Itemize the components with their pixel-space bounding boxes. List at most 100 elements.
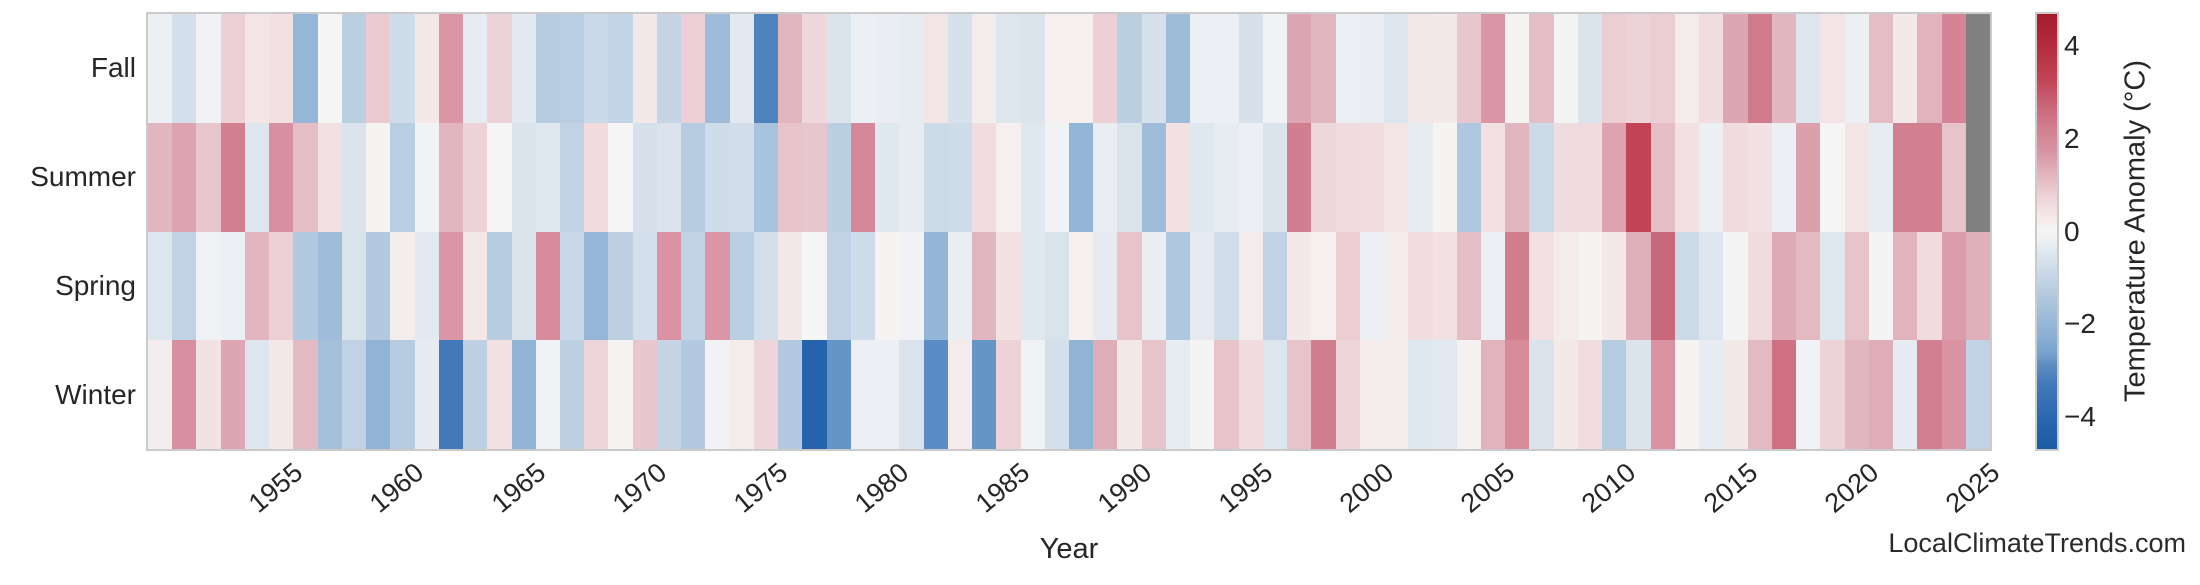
heatmap-cell: [1335, 14, 1360, 123]
heatmap-cell: [1165, 14, 1191, 123]
heatmap-cell: [778, 340, 803, 449]
heatmap-cell: [1190, 14, 1215, 123]
heatmap-cell: [1311, 14, 1336, 123]
heatmap-cell: [923, 14, 948, 123]
heatmap-cell: [1190, 122, 1215, 232]
heatmap-cell: [438, 14, 464, 123]
heatmap-cell: [584, 231, 609, 341]
heatmap-cell: [1674, 340, 1700, 449]
heatmap-cell: [1941, 340, 1966, 449]
heatmap-cell: [438, 122, 464, 232]
heatmap-cell: [656, 14, 682, 123]
heatmap-cell: [1238, 231, 1263, 341]
heatmap-cell: [148, 14, 173, 123]
heatmap-cell: [729, 231, 754, 341]
x-tick-1985: 1985: [970, 457, 1036, 519]
heatmap-cell: [1384, 231, 1409, 341]
heatmap-cell: [414, 14, 439, 123]
heatmap-cell: [996, 14, 1021, 123]
heatmap-cell: [899, 340, 924, 449]
heatmap-grid: [148, 14, 1990, 449]
heatmap-cell: [1165, 231, 1191, 341]
heatmap-cell: [729, 122, 754, 232]
heatmap-cell: [1747, 14, 1772, 123]
heatmap-cell: [1941, 231, 1966, 341]
heatmap-cell: [1020, 122, 1045, 232]
heatmap-cell: [1020, 14, 1045, 123]
heatmap-cell: [148, 122, 173, 232]
heatmap-cell: [1796, 122, 1821, 232]
heatmap-cell: [1456, 340, 1482, 449]
heatmap-cell: [947, 122, 973, 232]
heatmap-cell: [1190, 231, 1215, 341]
heatmap-cell: [220, 340, 245, 449]
heatmap-cell: [1141, 340, 1166, 449]
x-tick-1960: 1960: [364, 457, 430, 519]
heatmap-cell: [172, 340, 197, 449]
heatmap-cell: [778, 231, 803, 341]
heatmap-cell: [656, 231, 682, 341]
heatmap-cell: [1529, 340, 1554, 449]
x-tick-2010: 2010: [1576, 457, 1642, 519]
heatmap-cell: [1602, 122, 1627, 232]
heatmap-cell: [269, 14, 294, 123]
heatmap-cell: [1432, 231, 1457, 341]
heatmap-cell: [1287, 231, 1312, 341]
heatmap-cell: [972, 340, 997, 449]
heatmap-cell: [875, 14, 900, 123]
heatmap-cell: [1093, 231, 1118, 341]
heatmap-cell: [1408, 340, 1433, 449]
heatmap-cell: [1238, 340, 1263, 449]
heatmap-cell: [1868, 122, 1894, 232]
heatmap-cell: [681, 340, 706, 449]
heatmap-cell: [293, 122, 318, 232]
heatmap-cell: [1844, 14, 1869, 123]
x-tick-2000: 2000: [1333, 457, 1400, 519]
heatmap-cell: [1262, 231, 1288, 341]
heatmap-cell: [1747, 122, 1772, 232]
heatmap-cell: [584, 14, 609, 123]
heatmap-cell: [1796, 340, 1821, 449]
heatmap-cell: [269, 340, 294, 449]
heatmap-cell: [1699, 231, 1724, 341]
heatmap-cell: [1262, 340, 1288, 449]
heatmap-cell: [584, 122, 609, 232]
heatmap-cell: [1287, 122, 1312, 232]
heatmap-cell: [196, 14, 221, 123]
heatmap-cell: [366, 122, 391, 232]
heatmap-cell: [1868, 340, 1894, 449]
heatmap-cell: [656, 122, 682, 232]
heatmap-cell: [972, 122, 997, 232]
heatmap-cell: [1359, 14, 1385, 123]
heatmap-cell: [463, 14, 488, 123]
heatmap-cell: [366, 231, 391, 341]
heatmap-cell: [681, 122, 706, 232]
heatmap-cell: [341, 122, 367, 232]
colorbar-tick--2: −2: [2064, 308, 2096, 340]
heatmap-cell: [1141, 14, 1166, 123]
heatmap-cell: [826, 122, 851, 232]
heatmap-cell: [850, 231, 876, 341]
heatmap-cell: [899, 122, 924, 232]
row-label-summer: Summer: [30, 161, 136, 193]
row-label-winter: Winter: [55, 378, 136, 410]
heatmap-cell: [1117, 122, 1142, 232]
heatmap-cell: [753, 122, 779, 232]
heatmap-cell: [923, 231, 948, 341]
heatmap-cell: [1868, 14, 1894, 123]
heatmap-cell: [802, 122, 827, 232]
heatmap-cell: [148, 340, 173, 449]
heatmap-plot-area: [146, 12, 1992, 451]
heatmap-cell: [1553, 340, 1578, 449]
heatmap-cell: [608, 231, 633, 341]
heatmap-cell: [923, 122, 948, 232]
heatmap-cell: [1577, 14, 1603, 123]
heatmap-cell: [1068, 14, 1094, 123]
heatmap-cell: [1626, 340, 1651, 449]
heatmap-cell: [414, 340, 439, 449]
heatmap-cell: [1214, 340, 1239, 449]
heatmap-cell: [1893, 340, 1918, 449]
x-tick-2015: 2015: [1697, 457, 1763, 519]
heatmap-cell: [1481, 340, 1506, 449]
heatmap-cell: [1432, 122, 1457, 232]
